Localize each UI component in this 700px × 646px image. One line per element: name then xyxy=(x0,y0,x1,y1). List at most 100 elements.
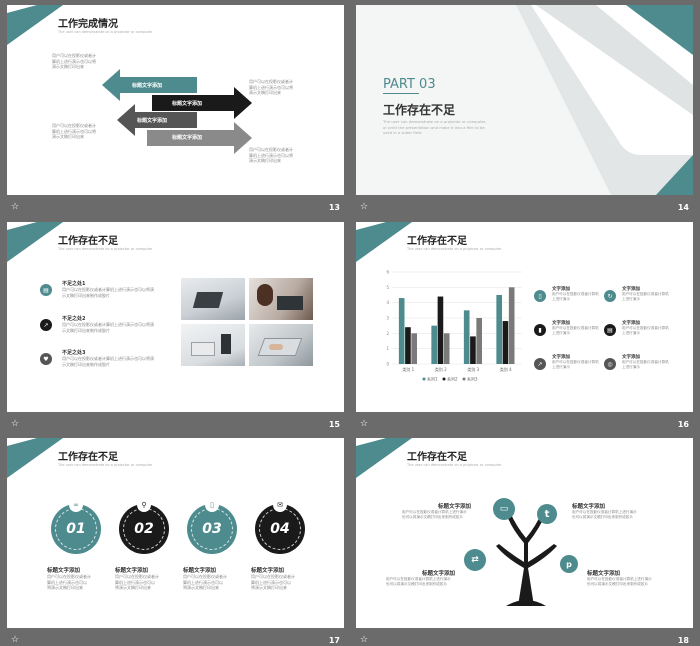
star-icon[interactable]: ☆ xyxy=(360,635,369,645)
tree-graphic xyxy=(496,512,557,606)
slide-16[interactable]: 工作存在不足 The user can demonstrate on a pro… xyxy=(356,222,693,412)
star-icon[interactable]: ☆ xyxy=(11,202,20,212)
item-text: 用户可以在投影仪或者计算机上进行演示 也可以将演示文稿打印出来制作成胶片 xyxy=(402,510,467,519)
y-tick-label: 3 xyxy=(386,316,389,321)
slide-title: 工作完成情况 xyxy=(58,19,118,30)
trend-icon: ↗ xyxy=(534,358,546,370)
slide-title: 工作存在不足 xyxy=(383,103,456,117)
slide-18-footer: ☆ 18 xyxy=(356,630,693,646)
item-title: 标题文字添加 xyxy=(422,571,456,577)
slide-number: 13 xyxy=(328,202,340,212)
y-tick-label: 4 xyxy=(386,300,389,305)
bar-系列2-类别 1 xyxy=(405,327,411,364)
legend-label: 系列2 xyxy=(447,376,458,382)
item-title: 标题文字添加 xyxy=(438,504,472,510)
y-tick-label: 6 xyxy=(386,270,389,275)
step-circle-04: 04 xyxy=(255,504,305,554)
x-tick-label: 类别 3 xyxy=(467,366,479,372)
arrow-label-3: 标题文字添加 xyxy=(137,118,168,124)
legend-swatch xyxy=(462,377,466,381)
corner-decoration xyxy=(7,222,63,262)
text-left-top: 用户可以在投影仪或者计 算机上进行演示也可以将 演示文稿打印出来 xyxy=(52,53,96,69)
bar-系列1-类别 3 xyxy=(463,310,470,364)
item-text: 用户可以在投影仪或者计算机上进行演示 xyxy=(622,326,669,335)
slide-17[interactable]: 工作存在不足 The user can demonstrate on a pro… xyxy=(7,438,344,628)
slide-number: 18 xyxy=(677,635,689,645)
item-title: 文字添加 xyxy=(622,287,640,292)
corner-decoration xyxy=(356,438,412,478)
y-tick-label: 1 xyxy=(386,346,389,351)
slide-desc: The user can demonstrate on a projector … xyxy=(383,119,487,135)
bar-chart: 0 1 2 3 4 5 6 类别 1 类别 2 类别 3 类别 4 系列1 系列2 系列3 xyxy=(386,270,522,382)
step-circle-03: 03 xyxy=(187,504,237,554)
item-title: 标题文字添加 xyxy=(47,568,81,574)
slide-13[interactable]: 工作完成情况 The user can demonstrate on a pro… xyxy=(7,5,344,195)
bar-系列1-类别 1 xyxy=(398,298,405,364)
slide-subtitle: The user can demonstrate on a projector … xyxy=(407,247,502,251)
slide-14-footer: ☆ 14 xyxy=(356,197,693,217)
item-text: 用户可以在投影仪或者计 算机上进行演示也可以 将演示文稿打印出来 xyxy=(47,574,91,590)
star-icon[interactable]: ☆ xyxy=(11,635,20,645)
star-icon[interactable]: ☆ xyxy=(11,419,20,429)
legend-swatch xyxy=(442,377,446,381)
item-title: 不足之处3 xyxy=(62,350,86,356)
bar-系列1-类别 2 xyxy=(431,325,437,364)
item-text: 用户可以在投影仪或者计算机上进行演示 xyxy=(552,326,599,335)
link-icon: ∞ xyxy=(69,498,83,512)
slide-number: 16 xyxy=(677,419,689,429)
text-right-bottom: 用户可以在投影仪或者计 算机上进行演示也可以将 演示文稿打印出来 xyxy=(249,147,293,163)
slide-subtitle: The user can demonstrate on a projector … xyxy=(58,463,153,467)
bar-系列3-类别 2 xyxy=(443,333,450,364)
slide-title: 工作存在不足 xyxy=(407,452,467,463)
twitter-icon: t xyxy=(537,504,557,524)
y-tick-label: 0 xyxy=(386,362,389,367)
part-underline xyxy=(383,93,419,94)
slide-15[interactable]: 工作存在不足 The user can demonstrate on a pro… xyxy=(7,222,344,412)
heart-icon: ♥ xyxy=(40,353,52,365)
item-text: 用户可以在投影仪或者计算机上进行演示 xyxy=(622,360,669,369)
photo-typing xyxy=(249,324,313,366)
item-text: 用户可以在投影仪或者计算机上进行演示 xyxy=(552,360,599,369)
corner-decoration xyxy=(7,5,63,45)
item-text: 用户可以在投影仪或者计 算机上进行演示也可以 将演示文稿打印出来 xyxy=(115,574,159,590)
trend-icon: ↗ xyxy=(40,319,52,331)
item-text: 用户可以在投影仪或者计算机上进行演示 也可以将演示文稿打印出来制作成胶片 xyxy=(386,577,451,586)
background-shapes xyxy=(516,5,693,195)
item-text: 用户可以在投影仪或者计 算机上进行演示也可以 将演示文稿打印出来 xyxy=(251,574,295,590)
slide-title: 工作存在不足 xyxy=(58,452,118,463)
phone-icon: ▮ xyxy=(534,324,546,336)
step-circle-01: 01 xyxy=(51,504,101,554)
photo-office-desk xyxy=(181,278,245,320)
text-left-bottom: 用户可以在投影仪或者计 算机上进行演示也可以将 演示文稿打印出来 xyxy=(52,123,96,139)
star-icon[interactable]: ☆ xyxy=(360,419,369,429)
slide-title: 工作存在不足 xyxy=(407,236,467,247)
star-icon[interactable]: ☆ xyxy=(360,202,369,212)
slide-number: 14 xyxy=(677,202,689,212)
slide-17-footer: ☆ 17 xyxy=(7,630,344,646)
slide-14[interactable]: PART 03 工作存在不足 The user can demonstrate … xyxy=(356,5,693,195)
y-tick-label: 5 xyxy=(386,285,389,290)
item-title: 不足之处2 xyxy=(62,316,86,322)
slide-subtitle: The user can demonstrate on a projector … xyxy=(58,30,153,34)
corner-decoration xyxy=(356,222,412,262)
pinterest-icon: p xyxy=(560,555,578,573)
arrow-label-1: 标题文字添加 xyxy=(132,83,163,89)
arrow-label-2: 标题文字添加 xyxy=(172,101,203,107)
item-text: 用户可以在投影仪或者计算机上进行演示也可以将演 示文稿打印出来制作成胶片 xyxy=(62,287,154,298)
item-title: 文字添加 xyxy=(622,321,640,326)
photo-workspace xyxy=(181,324,245,366)
share-icon: ⇄ xyxy=(464,549,486,571)
item-text: 用户可以在投影仪或者计算机上进行演示也可以将演 示文稿打印出来制作成胶片 xyxy=(62,356,154,367)
slide-number: 15 xyxy=(328,419,340,429)
item-text: 用户可以在投影仪或者计算机上进行演示 也可以将演示文稿打印出来制作成胶片 xyxy=(587,577,652,586)
slide-subtitle: The user can demonstrate on a projector … xyxy=(407,463,502,467)
slide-title: 工作存在不足 xyxy=(58,236,118,247)
item-title: 标题文字添加 xyxy=(587,571,621,577)
bar-系列2-类别 2 xyxy=(437,296,444,364)
bar-系列3-类别 3 xyxy=(476,318,482,364)
doc-icon: ▯ xyxy=(534,290,546,302)
x-tick-label: 类别 1 xyxy=(402,366,414,372)
target-icon: ◎ xyxy=(604,358,616,370)
slide-18[interactable]: 工作存在不足 The user can demonstrate on a pro… xyxy=(356,438,693,628)
item-title: 不足之处1 xyxy=(62,281,86,287)
